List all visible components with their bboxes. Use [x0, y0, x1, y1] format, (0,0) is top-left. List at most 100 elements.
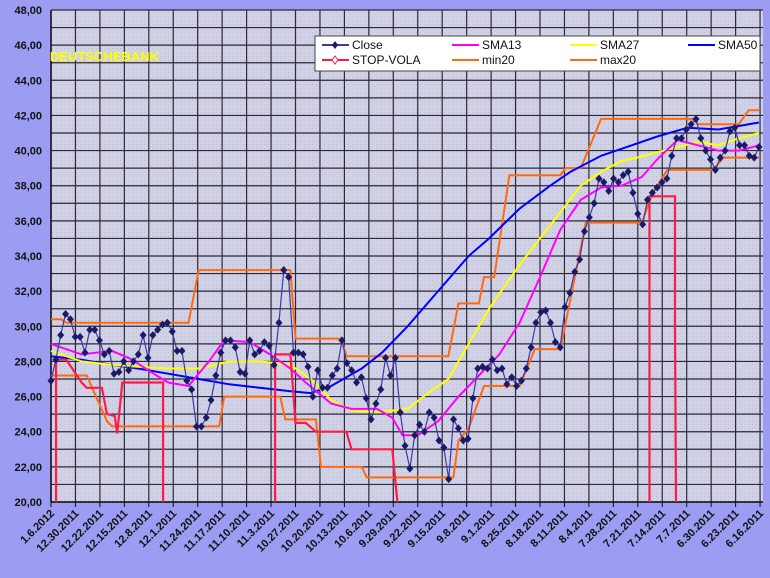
close-point: [425, 408, 433, 417]
close-point: [726, 127, 734, 136]
close-point: [527, 343, 535, 352]
close-point: [614, 178, 622, 187]
close-point: [508, 373, 516, 382]
close-point: [595, 174, 603, 183]
close-point: [668, 151, 676, 160]
close-point: [343, 359, 351, 368]
close-point: [139, 331, 147, 340]
close-point: [721, 146, 729, 155]
close-point: [57, 331, 65, 340]
close-point: [401, 441, 409, 450]
close-point: [367, 415, 375, 424]
y-tick-label: 44,00: [14, 75, 42, 87]
close-point: [314, 366, 322, 375]
close-point: [643, 195, 651, 204]
close-point: [319, 383, 327, 392]
close-point: [566, 288, 574, 297]
close-point: [542, 306, 550, 315]
close-point: [692, 114, 700, 123]
legend-label-stop-vola: STOP-VOLA: [352, 53, 420, 67]
series-stop-vola-segment: [54, 358, 165, 502]
close-point: [328, 371, 336, 380]
y-tick-label: 38,00: [14, 181, 42, 193]
y-tick-label: 24,00: [14, 427, 42, 439]
close-point: [740, 141, 748, 150]
close-point: [517, 376, 525, 385]
close-point: [192, 422, 200, 431]
series-sma27-line: [50, 132, 760, 414]
close-point: [95, 336, 103, 345]
close-point: [750, 153, 758, 162]
close-point: [188, 385, 196, 394]
close-point: [382, 353, 390, 362]
close-point: [736, 141, 744, 150]
close-point: [76, 332, 84, 341]
close-point: [391, 353, 399, 362]
close-point: [285, 273, 293, 282]
legend-label-max20: max20: [600, 53, 636, 67]
close-point: [304, 362, 312, 371]
close-point: [338, 336, 346, 345]
close-point: [532, 318, 540, 327]
close-point: [178, 346, 186, 355]
close-point: [212, 371, 220, 380]
close-point: [610, 174, 618, 183]
close-point: [605, 186, 613, 195]
close-point: [386, 371, 394, 380]
close-point: [585, 213, 593, 222]
close-point: [430, 413, 438, 422]
close-point: [551, 338, 559, 347]
close-point: [483, 364, 491, 373]
close-point: [309, 392, 317, 401]
close-point: [673, 134, 681, 143]
close-point: [702, 146, 710, 155]
y-tick-label: 26,00: [14, 392, 42, 404]
close-point: [488, 355, 496, 364]
y-tick-label: 48,00: [14, 5, 42, 17]
close-point: [333, 364, 341, 373]
legend: Close SMA13 SMA27 SMA50 STOP-VOLA min20 max20: [314, 35, 761, 72]
close-point: [411, 431, 419, 440]
close-point: [222, 336, 230, 345]
legend-label-min20: min20: [482, 53, 515, 67]
close-point: [687, 120, 695, 129]
close-point: [231, 343, 239, 352]
close-point: [260, 338, 268, 347]
y-tick-label: 34,00: [14, 251, 42, 263]
close-point: [682, 125, 690, 134]
close-point: [47, 376, 55, 385]
legend-label-sma27: SMA27: [600, 38, 640, 52]
close-point: [71, 332, 79, 341]
close-point: [353, 378, 361, 387]
close-point: [251, 350, 259, 359]
close-point: [183, 376, 191, 385]
close-point: [450, 415, 458, 424]
close-point: [226, 336, 234, 345]
close-point: [62, 309, 70, 318]
close-point: [217, 348, 225, 357]
x-axis: 1.6.201212.30.201112.22.201112.15.201112…: [18, 502, 766, 555]
close-point: [464, 434, 472, 443]
y-axis: 20,00 22,00 24,00 26,00 28,00 30,00 32,00 34,00…: [14, 5, 42, 509]
close-point: [105, 346, 113, 355]
close-point: [129, 357, 137, 366]
close-point: [168, 327, 176, 336]
close-point: [653, 183, 661, 192]
close-point: [149, 331, 157, 340]
close-point: [420, 427, 428, 436]
close-point: [513, 382, 521, 391]
close-point: [416, 420, 424, 429]
close-point: [154, 325, 162, 334]
close-point: [503, 380, 511, 389]
close-point: [163, 318, 171, 327]
close-point: [246, 336, 254, 345]
close-point: [280, 266, 288, 275]
close-point: [440, 443, 448, 452]
close-point: [270, 360, 278, 369]
close-point: [547, 318, 555, 327]
close-point: [299, 350, 307, 359]
close-point: [711, 165, 719, 174]
chart-title: DEUTSCHEBANK: [50, 49, 160, 64]
series-stop-vola-segment: [274, 353, 399, 503]
close-point: [658, 178, 666, 187]
